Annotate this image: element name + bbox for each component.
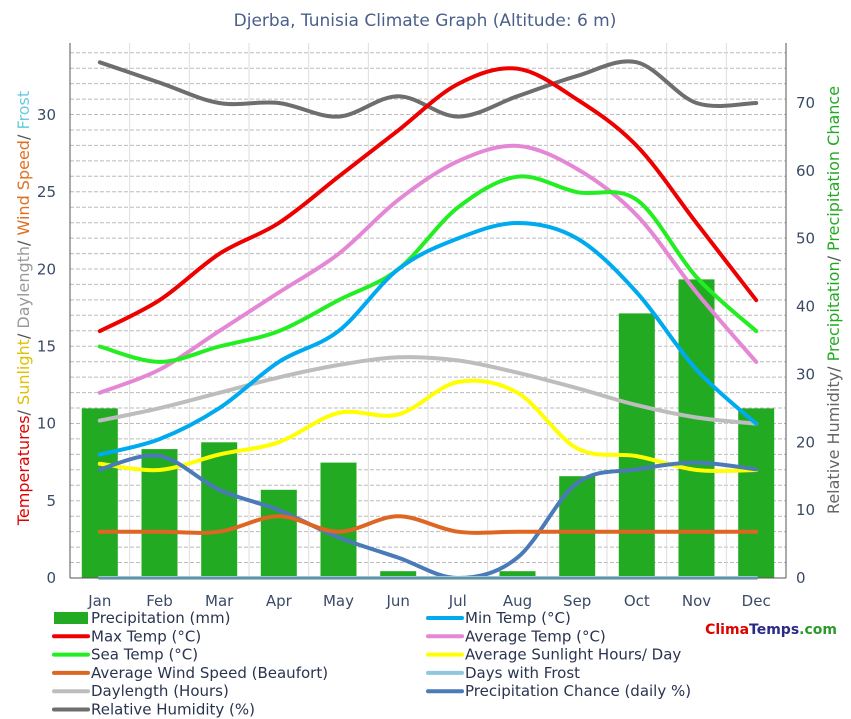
series-line-sea-temp-c	[97, 174, 759, 364]
x-tick-aug: Aug	[503, 592, 532, 610]
x-tick-jul: Jul	[448, 592, 467, 610]
y-right-tick-60: 60	[796, 162, 815, 180]
series-line-average-temp-c	[97, 143, 759, 395]
svg-text:Precipitation Chance (daily %): Precipitation Chance (daily %)	[465, 682, 691, 700]
precipitation-bars	[81, 279, 775, 578]
series-line-min-temp-c	[97, 221, 759, 457]
y-right-tick-0: 0	[796, 569, 806, 587]
x-tick-sep: Sep	[563, 592, 591, 610]
series-line-precipitation-chance-daily	[97, 453, 759, 580]
climatemps-logo: ClimaTemps.com	[705, 622, 837, 638]
legend-item-sea-temp-c: Sea Temp (°C)	[52, 646, 198, 664]
series-line-max-temp-c	[97, 66, 759, 334]
svg-text:Max Temp (°C): Max Temp (°C)	[91, 627, 201, 645]
axes	[69, 43, 787, 579]
legend-item-max-temp-c: Max Temp (°C)	[52, 627, 201, 645]
x-tick-labels: Jan Feb Mar Apr May Jun Jul Aug Sep Oct Nov Dec	[87, 592, 770, 610]
chart-title: Djerba, Tunisia Climate Graph (Altitude:…	[234, 11, 617, 31]
series-line-relative-humidity	[97, 59, 759, 119]
precipitation-bar-dec	[738, 408, 775, 578]
svg-text:Average Wind Speed (Beaufort): Average Wind Speed (Beaufort)	[91, 664, 328, 682]
precipitation-bar-jan	[81, 408, 118, 578]
legend-item-average-temp-c: Average Temp (°C)	[426, 627, 606, 645]
svg-text:Daylength (Hours): Daylength (Hours)	[91, 682, 229, 700]
y-right-tick-labels: 0 10 20 30 40 50 60 70	[796, 94, 815, 587]
y-left-tick-0: 0	[46, 569, 56, 587]
svg-text:Precipitation (mm): Precipitation (mm)	[91, 609, 230, 627]
precipitation-bar-mar	[201, 442, 238, 578]
y-right-tick-40: 40	[796, 298, 815, 316]
y-left-tick-15: 15	[37, 338, 56, 356]
x-tick-jan: Jan	[87, 592, 111, 610]
series-line-average-sunlight-hours-day	[97, 378, 759, 474]
legend-item-average-sunlight-hours-day: Average Sunlight Hours/ Day	[426, 646, 681, 664]
precipitation-bar-may	[320, 462, 357, 578]
series-line-daylength-hours	[97, 355, 759, 426]
svg-text:Days with Frost: Days with Frost	[465, 664, 580, 682]
y-left-tick-20: 20	[37, 260, 56, 278]
y-right-tick-20: 20	[796, 433, 815, 451]
precipitation-bar-nov	[678, 279, 715, 578]
precipitation-bar-jun	[380, 571, 417, 578]
precipitation-bar-oct	[618, 313, 655, 578]
y-left-tick-30: 30	[37, 106, 56, 124]
y-left-tick-5: 5	[46, 492, 56, 510]
x-tick-nov: Nov	[682, 592, 711, 610]
svg-text:Sea Temp (°C): Sea Temp (°C)	[91, 646, 198, 664]
y-left-axis-label: Temperatures/ Sunlight/ Daylength/ Wind …	[14, 91, 33, 526]
x-tick-feb: Feb	[146, 592, 173, 610]
x-tick-jun: Jun	[385, 592, 409, 610]
legend-item-precipitation-chance-daily: Precipitation Chance (daily %)	[426, 682, 691, 700]
y-left-tick-10: 10	[37, 415, 56, 433]
precipitation-bar-aug	[499, 571, 536, 578]
x-tick-oct: Oct	[624, 592, 650, 610]
series-line-average-wind-speed-beaufort	[97, 514, 759, 535]
y-right-tick-70: 70	[796, 94, 815, 112]
x-tick-mar: Mar	[205, 592, 234, 610]
precipitation-bar-apr	[260, 489, 297, 578]
legend-item-min-temp-c: Min Temp (°C)	[426, 609, 571, 627]
y-right-axis-label: Relative Humidity/ Precipitation/ Precip…	[824, 86, 843, 514]
legend: Precipitation (mm) Min Temp (°C) Max Temp …	[52, 609, 691, 719]
legend-item-relative-humidity: Relative Humidity (%)	[52, 701, 255, 719]
legend-item-daylength-hours: Daylength (Hours)	[52, 682, 229, 700]
y-right-tick-10: 10	[796, 501, 815, 519]
x-tick-dec: Dec	[742, 592, 771, 610]
svg-text:Min Temp (°C): Min Temp (°C)	[465, 609, 571, 627]
y-right-tick-30: 30	[796, 365, 815, 383]
y-right-tick-50: 50	[796, 230, 815, 248]
legend-item-precipitation-mm: Precipitation (mm)	[54, 609, 230, 627]
series-lines	[97, 59, 759, 580]
y-left-tick-labels: 0 5 10 15 20 25 30	[37, 106, 56, 587]
y-left-tick-25: 25	[37, 183, 56, 201]
legend-item-average-wind-speed-beaufort: Average Wind Speed (Beaufort)	[52, 664, 328, 682]
x-tick-may: May	[323, 592, 354, 610]
svg-text:Average Sunlight Hours/ Day: Average Sunlight Hours/ Day	[465, 646, 681, 664]
svg-text:Relative Humidity (%): Relative Humidity (%)	[91, 701, 255, 719]
x-tick-apr: Apr	[266, 592, 293, 610]
precipitation-bar-sep	[559, 476, 596, 578]
legend-item-days-with-frost: Days with Frost	[426, 664, 580, 682]
svg-text:Average Temp (°C): Average Temp (°C)	[465, 627, 606, 645]
